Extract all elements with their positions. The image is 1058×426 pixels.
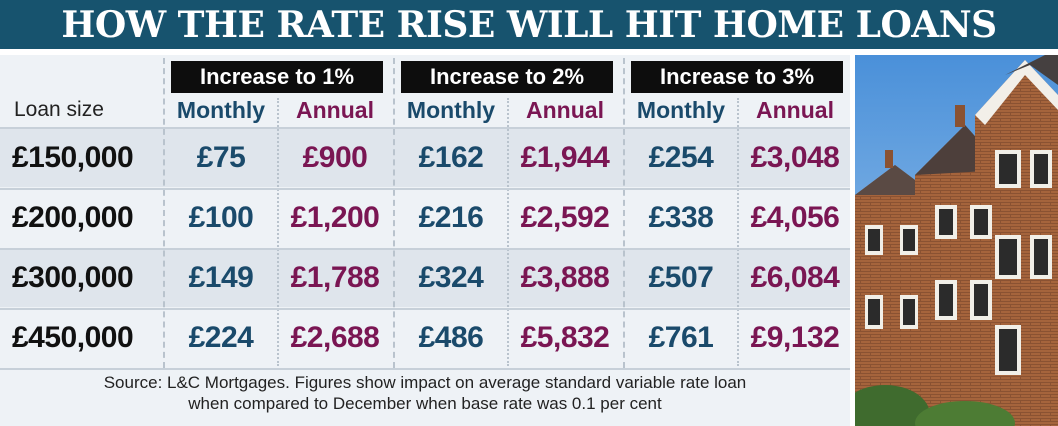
col-head-monthly: Monthly [406, 96, 496, 123]
table-cell-monthly: £338 [648, 201, 714, 234]
col-head-monthly: Monthly [636, 96, 726, 123]
title-banner: HOW THE RATE RISE WILL HIT HOME LOANS [0, 0, 1058, 52]
table-cell-monthly: £507 [648, 261, 714, 294]
loan-size-cell: £300,000 [12, 261, 134, 294]
loan-size-header: Loan size [14, 98, 104, 121]
loan-size-cell: £450,000 [12, 321, 134, 354]
loan-size-cell: £200,000 [12, 201, 134, 234]
row-divider [0, 368, 850, 370]
table-panel [0, 55, 850, 426]
row-divider [0, 248, 850, 250]
col-head-annual: Annual [526, 96, 604, 123]
source-note: Source: L&C Mortgages. Figures show impa… [0, 372, 850, 414]
column-divider [393, 58, 395, 368]
column-divider [737, 98, 739, 366]
source-line-1: Source: L&C Mortgages. Figures show impa… [103, 373, 747, 392]
table-cell-annual: £1,944 [520, 141, 610, 174]
group-header-1pct: Increase to 1% [171, 61, 383, 93]
table-cell-monthly: £100 [188, 201, 254, 234]
table-cell-annual: £9,132 [750, 321, 840, 354]
table-cell-monthly: £216 [418, 201, 484, 234]
column-divider [277, 98, 279, 366]
table-cell-annual: £900 [302, 141, 368, 174]
table-cell-annual: £5,832 [520, 321, 610, 354]
column-divider [163, 58, 165, 368]
loan-size-cell: £150,000 [12, 141, 134, 174]
table-cell-annual: £2,592 [520, 201, 610, 234]
column-divider [623, 58, 625, 368]
table-cell-monthly: £761 [648, 321, 714, 354]
col-head-annual: Annual [296, 96, 374, 123]
table-cell-monthly: £224 [188, 321, 254, 354]
table-cell-annual: £4,056 [750, 201, 840, 234]
table-cell-annual: £1,200 [290, 201, 380, 234]
row-divider [0, 308, 850, 310]
source-line-2: when compared to December when base rate… [188, 394, 662, 413]
row-band-1 [0, 129, 850, 187]
table-cell-annual: £1,788 [290, 261, 380, 294]
houses-photo [855, 55, 1058, 426]
group-header-3pct: Increase to 3% [631, 61, 843, 93]
table-cell-monthly: £324 [418, 261, 484, 294]
table-cell-monthly: £75 [196, 141, 246, 174]
col-head-annual: Annual [756, 96, 834, 123]
table-cell-annual: £2,688 [290, 321, 380, 354]
table-cell-annual: £3,888 [520, 261, 610, 294]
column-divider [507, 98, 509, 366]
table-cell-annual: £3,048 [750, 141, 840, 174]
table-cell-monthly: £254 [648, 141, 714, 174]
table-cell-monthly: £162 [418, 141, 484, 174]
chart-title: HOW THE RATE RISE WILL HIT HOME LOANS [61, 3, 997, 46]
row-band-3 [0, 249, 850, 307]
table-cell-annual: £6,084 [750, 261, 840, 294]
row-divider [0, 188, 850, 190]
row-divider [0, 127, 850, 129]
table-cell-monthly: £149 [188, 261, 254, 294]
group-header-2pct: Increase to 2% [401, 61, 613, 93]
table-cell-monthly: £486 [418, 321, 484, 354]
col-head-monthly: Monthly [176, 96, 266, 123]
